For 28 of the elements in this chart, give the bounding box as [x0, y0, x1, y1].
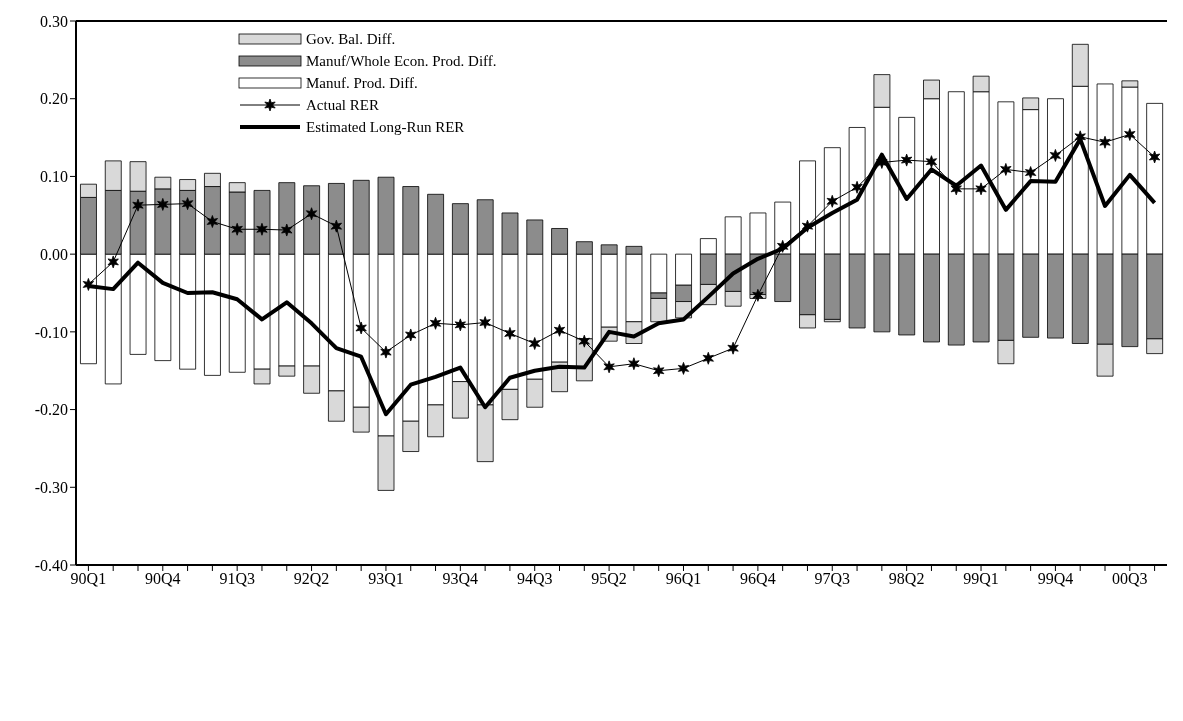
x-tick-label: 92Q2	[293, 570, 330, 588]
y-tick-label: 0.10	[40, 168, 68, 186]
x-tick-label: 98Q2	[888, 570, 925, 588]
x-tick-label: 94Q3	[516, 570, 553, 588]
x-tick-label: 90Q1	[70, 570, 107, 588]
legend-label: Actual RER	[306, 96, 379, 115]
y-tick-label: -0.20	[34, 401, 68, 419]
x-tick-label: 95Q2	[591, 570, 627, 588]
legend-label: Gov. Bal. Diff.	[306, 30, 396, 49]
x-tick-label: 97Q3	[814, 570, 851, 588]
x-tick-label: 96Q4	[740, 570, 776, 588]
x-tick-label: 91Q3	[219, 570, 255, 588]
x-tick-label: 96Q1	[665, 570, 702, 588]
y-tick-label: -0.10	[34, 323, 68, 341]
y-tick-label: -0.30	[34, 478, 68, 496]
legend-label: Manuf/Whole Econ. Prod. Diff.	[306, 52, 497, 71]
x-tick-label: 90Q4	[145, 570, 181, 588]
x-tick-label: 93Q1	[368, 570, 404, 588]
legend-label: Manuf. Prod. Diff.	[306, 74, 418, 93]
y-tick-label: -0.40	[34, 556, 68, 574]
y-tick-label: 0.30	[40, 12, 68, 30]
y-tick-label: 0.00	[40, 245, 68, 263]
y-tick-label: 0.20	[40, 90, 68, 108]
x-tick-label: 93Q4	[442, 570, 479, 588]
x-tick-label: 00Q3	[1112, 570, 1148, 588]
legend-label: Estimated Long-Run RER	[306, 118, 465, 137]
x-tick-label: 99Q4	[1037, 570, 1074, 588]
x-tick-label: 99Q1	[963, 570, 999, 588]
